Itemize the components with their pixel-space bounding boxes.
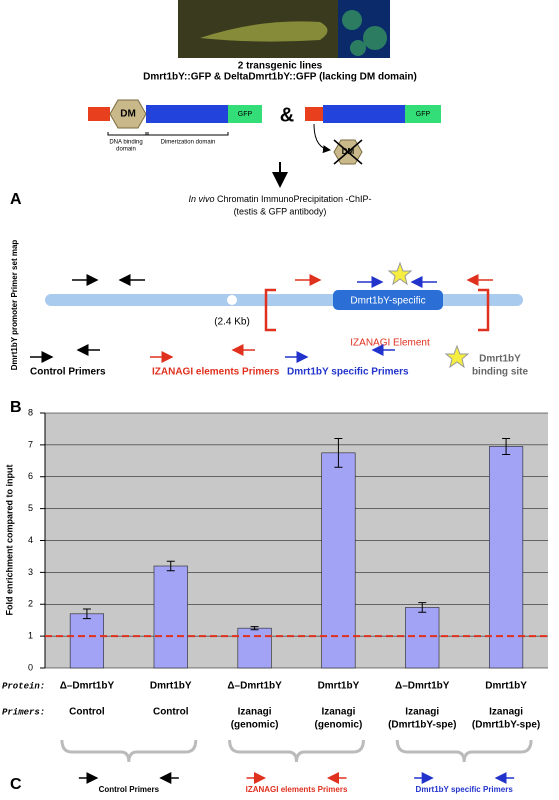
caption: 2 transgenic lines	[238, 61, 323, 72]
bar	[153, 565, 188, 669]
construct-part	[405, 105, 441, 123]
y-tick-label: 2	[28, 599, 33, 609]
chip-italic: In vivo	[188, 194, 214, 204]
ampersand: &	[280, 104, 294, 126]
group-label: Control Primers	[99, 785, 160, 794]
bar	[237, 627, 272, 669]
primer-label: Control	[153, 707, 189, 718]
primer-label: Control	[69, 707, 105, 718]
x-tick-label: Δ–Dmrt1bY	[395, 681, 450, 692]
bar	[321, 452, 356, 669]
primer-label: (genomic)	[231, 720, 279, 731]
error-bar	[334, 438, 343, 468]
domain-label: DNA binding	[109, 140, 142, 146]
y-tick-label: 5	[28, 503, 33, 513]
chip-main: Chromatin ImmunoPrecipitation -ChIP-	[217, 194, 372, 204]
y-axis-label: Fold enrichment compared to input	[4, 464, 14, 615]
legend-label: binding site	[472, 367, 529, 378]
dm-label: DM	[120, 109, 136, 120]
error-bar	[502, 438, 511, 455]
primer-label: (Dmrt1bY-spe)	[472, 720, 540, 731]
x-tick-label: Dmrt1bY	[150, 681, 192, 692]
specific-label: Dmrt1bY-specific	[350, 296, 425, 307]
binding-star	[444, 344, 470, 369]
error-bar	[166, 560, 175, 572]
primer-label: (genomic)	[315, 720, 363, 731]
y-tick-label: 7	[28, 439, 33, 449]
group-label: Dmrt1bY specific Primers	[416, 785, 514, 794]
x-tick-label: Δ–Dmrt1bY	[227, 681, 282, 692]
construct-part	[323, 105, 405, 123]
y-tick-label: 0	[28, 662, 33, 672]
error-bar	[250, 626, 259, 631]
bar	[405, 607, 440, 669]
arrow	[313, 123, 331, 154]
legend-label: IZANAGI elements Primers	[152, 367, 280, 378]
primer-label: Izanagi	[238, 707, 272, 718]
element-bracket	[264, 288, 490, 332]
bar	[69, 613, 104, 669]
error-bar	[418, 602, 427, 613]
group-bracket	[395, 739, 533, 763]
primer-label: Izanagi	[489, 707, 523, 718]
domain-label: domain	[116, 147, 136, 153]
caption: Dmrt1bY::GFP & DeltaDmrt1bY::GFP (lackin…	[143, 72, 417, 83]
x-tick-label: Δ–Dmrt1bY	[60, 681, 115, 692]
side-title: Dmrt1bY promoter Primer set map	[10, 240, 19, 371]
binding-star	[387, 261, 413, 286]
promoter	[45, 294, 523, 306]
error-bar	[82, 608, 91, 620]
panel-label: C	[10, 776, 22, 793]
legend-label: Dmrt1bY	[479, 354, 521, 365]
x-tick-label: Dmrt1bY	[318, 681, 360, 692]
chip-text: In vivo Chromatin ImmunoPrecipitation -C…	[188, 194, 371, 204]
legend-label: Control Primers	[30, 367, 106, 378]
construct-part	[88, 107, 110, 121]
gfp-label: GFP	[416, 111, 431, 118]
chart: 0 1 2 3 4 5 6 7 8 Δ–Dmrt1bY Control Dmrt1bY Control Δ…	[28, 407, 548, 731]
panel-label: B	[10, 399, 22, 416]
bracket	[107, 132, 229, 136]
group-bracket	[60, 739, 198, 763]
construct-part	[305, 107, 323, 121]
primer-label: (Dmrt1bY-spe)	[388, 720, 456, 731]
row-label: Protein:	[2, 681, 45, 691]
row-label: Primers:	[2, 707, 45, 717]
primer-label: Izanagi	[321, 707, 355, 718]
fish-photo	[178, 0, 390, 58]
construct-part	[228, 105, 262, 123]
gfp-label: GFP	[238, 111, 253, 118]
bar	[489, 446, 524, 669]
panel-c: Control Primers IZANAGI elements Primers D…	[60, 739, 533, 794]
chip-sub: (testis & GFP antibody)	[234, 206, 327, 216]
y-tick-label: 1	[28, 631, 33, 641]
y-tick-label: 4	[28, 535, 33, 545]
x-tick-label: Dmrt1bY	[485, 681, 527, 692]
group-label: IZANAGI elements Primers	[246, 785, 348, 794]
domain-label: Dimerization domain	[161, 140, 216, 146]
legend-label: Dmrt1bY specific Primers	[287, 367, 409, 378]
y-tick-label: 6	[28, 471, 33, 481]
cross	[333, 139, 363, 165]
panel-label: A	[10, 191, 22, 208]
y-tick-label: 3	[28, 567, 33, 577]
y-tick-label: 8	[28, 407, 33, 417]
gap-label: (2.4 Kb)	[214, 317, 250, 328]
element-label: IZANAGI Element	[350, 338, 430, 349]
construct-part	[146, 105, 228, 123]
gap	[227, 295, 237, 305]
primer-label: Izanagi	[405, 707, 439, 718]
group-bracket	[228, 739, 365, 763]
specific-box	[333, 290, 443, 310]
